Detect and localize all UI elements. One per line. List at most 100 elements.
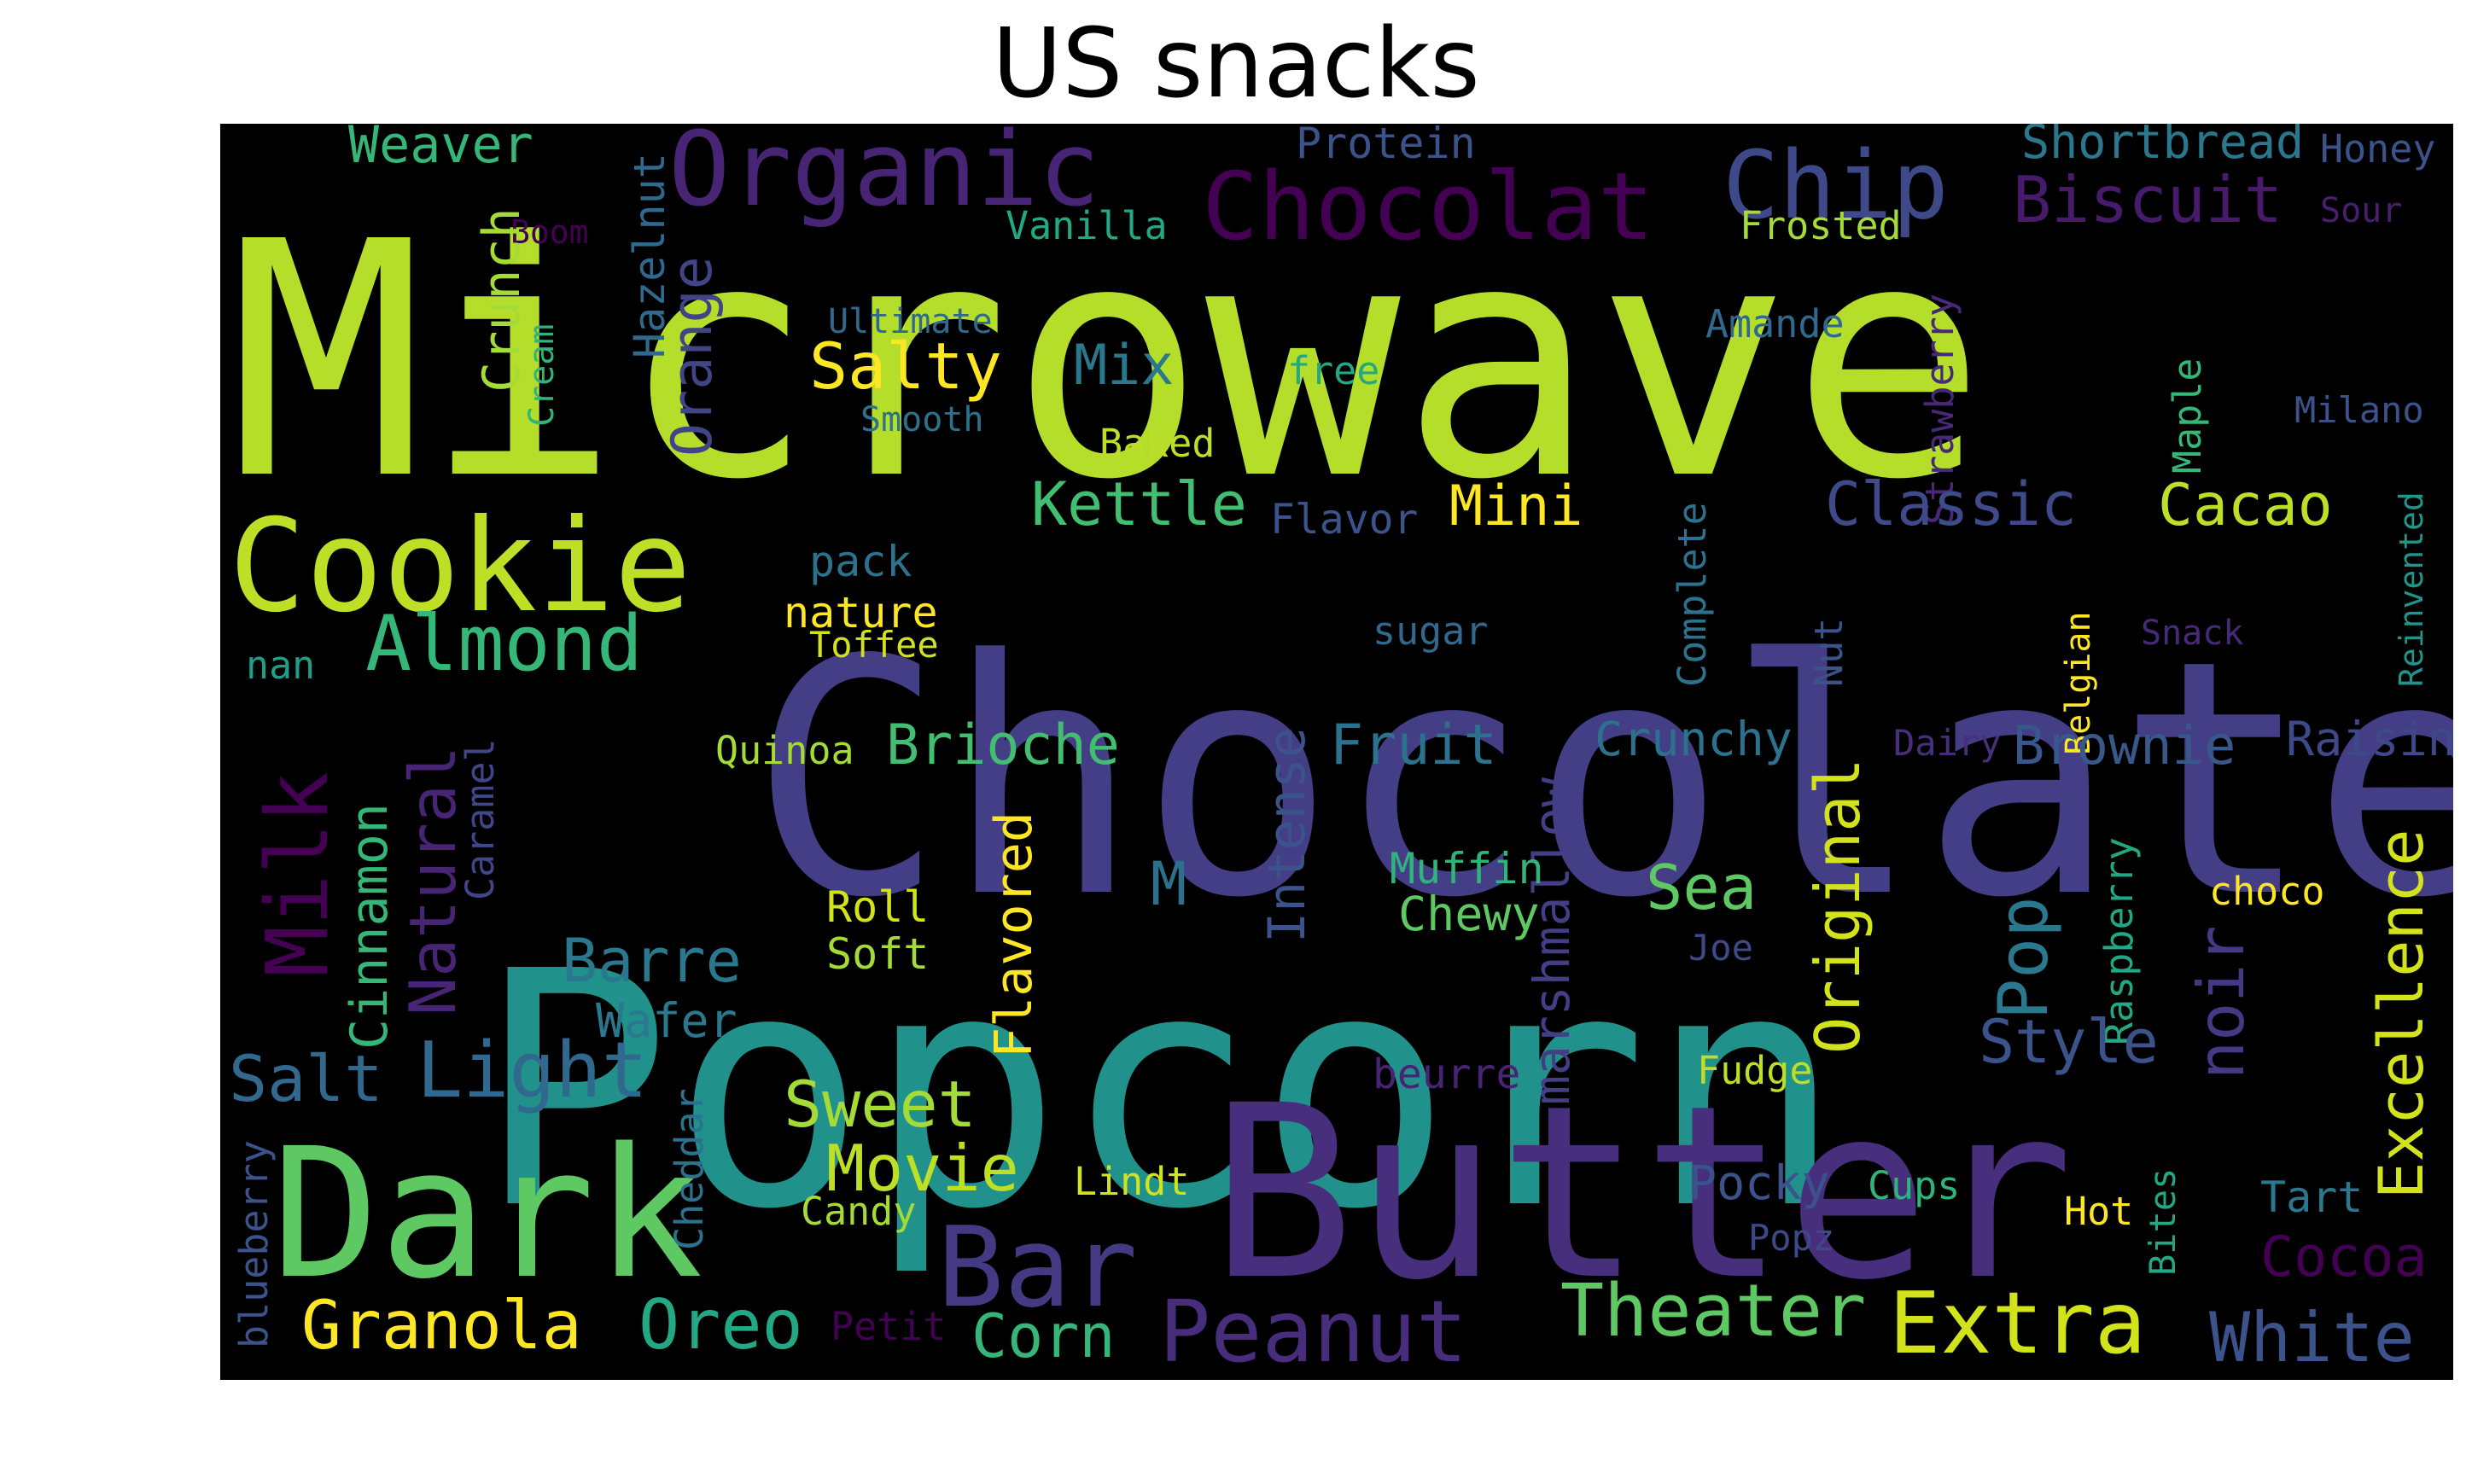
word-marshmallow: marshmallow (1523, 777, 1581, 1105)
word-vanilla: Vanilla (1006, 203, 1168, 248)
word-ultimate: Ultimate (828, 302, 993, 341)
word-crunchy: Crunchy (1595, 712, 1793, 766)
word-tart: Tart (2260, 1173, 2363, 1222)
word-candy: Candy (801, 1189, 916, 1234)
word-reinvented: Reinvented (2393, 492, 2430, 687)
word-hazelnut: Hazelnut (625, 153, 674, 358)
word-shortbread: Shortbread (2021, 124, 2304, 169)
word-sea: Sea (1646, 852, 1757, 923)
word-cookie: Cookie (229, 492, 691, 641)
figure-title: US snacks (992, 9, 1480, 119)
word-popz: Popz (1748, 1217, 1834, 1259)
word-movie: Movie (826, 1131, 1019, 1206)
word-free: free (1287, 348, 1379, 393)
word-beurre: beurre (1373, 1050, 1520, 1098)
word-excellence: Excellence (2365, 829, 2437, 1199)
word-petit: Petit (831, 1304, 946, 1349)
word-butter: Butter (1210, 1055, 2073, 1333)
word-snack: Snack (2141, 614, 2243, 653)
word-raspberry: Raspberry (2096, 837, 2142, 1045)
word-salt: Salt (229, 1041, 383, 1116)
word-choco: choco (2209, 869, 2324, 914)
word-strawberry: Strawberry (1917, 294, 1962, 525)
word-barre: Barre (562, 926, 742, 996)
word-fruit: Fruit (1330, 713, 1497, 777)
word-style: Style (1979, 1007, 2159, 1077)
word-brioche: Brioche (886, 713, 1120, 777)
word-weaver: Weaver (348, 124, 533, 175)
word-cinnamon: Cinnamon (340, 803, 399, 1050)
word-hot: Hot (2064, 1189, 2133, 1234)
word-salty: Salty (809, 329, 1002, 404)
word-complete: Complete (1670, 502, 1715, 687)
word-pocky: Pocky (1688, 1155, 1830, 1210)
word-kettle: Kettle (1031, 469, 1247, 539)
word-bar: Bar (937, 1202, 1138, 1332)
word-m: M (1151, 849, 1186, 919)
word-almond: Almond (365, 599, 643, 689)
word-chocolate: Chocolate (749, 591, 2453, 969)
word-milano: Milano (2294, 389, 2424, 431)
word-cream: Cream (522, 324, 562, 427)
word-orange: Orange (661, 256, 725, 457)
word-raisin: Raisin (2286, 712, 2453, 766)
word-frosted: Frosted (1740, 203, 1902, 248)
word-joe: Joe (1688, 927, 1753, 969)
word-theater: Theater (1560, 1269, 1866, 1353)
word-roll: Roll (826, 882, 929, 932)
word-belgian: Belgian (2059, 611, 2098, 755)
word-fudge: Fudge (1697, 1048, 1812, 1093)
word-lindt: Lindt (1074, 1159, 1189, 1204)
word-cups: Cups (1868, 1163, 1960, 1208)
word-popcorn: Popcorn (476, 902, 1843, 1280)
word-nature: nature (784, 588, 938, 637)
word-protein: Protein (1296, 124, 1476, 168)
word-microwave: Microwave (229, 172, 1986, 550)
word-smooth: Smooth (860, 400, 984, 439)
word-chewy: Chewy (1398, 887, 1540, 941)
word-white: White (2209, 1298, 2415, 1377)
word-intense: Intense (1257, 727, 1317, 943)
word-brownie: Brownie (2013, 714, 2236, 777)
word-noir: noir (2183, 925, 2259, 1080)
word-pop: Pop (1984, 897, 2063, 1021)
word-classic: Classic (1825, 469, 2077, 539)
word-maple: Maple (2165, 358, 2210, 474)
word-organic: Organic (668, 124, 1100, 230)
word-granola: Granola (301, 1288, 582, 1365)
word-cheddar: Cheddar (667, 1088, 712, 1250)
word-sugar: sugar (1373, 608, 1488, 654)
word-nan: nan (246, 643, 315, 688)
word-muffin: Muffin (1390, 844, 1544, 893)
word-nut: Nut (1806, 618, 1851, 687)
word-soft: Soft (826, 929, 929, 979)
word-wafer: Wafer (596, 993, 738, 1048)
word-original: Original (1802, 758, 1874, 1054)
word-chocolat: Chocolat (1202, 152, 1654, 261)
word-cacao: Cacao (2158, 472, 2333, 539)
word-cloud: Microwave Chocolate Popcorn Butter Dark Cooki… (220, 124, 2453, 1380)
word-baked: Baked (1099, 421, 1215, 466)
word-blueberry: blueberry (231, 1140, 277, 1348)
word-extra: Extra (1889, 1273, 2146, 1373)
word-light: Light (417, 1026, 648, 1115)
word-toffee: Toffee (809, 624, 939, 666)
word-cocoa: Cocoa (2260, 1225, 2428, 1289)
word-milk: Milk (248, 771, 347, 977)
word-boom: Boom (510, 213, 589, 251)
word-flavored: Flavored (984, 812, 1044, 1058)
word-pack: pack (809, 537, 912, 586)
word-dark: Dark (271, 1109, 703, 1318)
word-quinoa: Quinoa (715, 728, 854, 773)
word-honey: Honey (2320, 126, 2435, 172)
word-amande: Amande (1705, 301, 1845, 346)
word-sweet: Sweet (784, 1067, 977, 1142)
word-dairy: Dairy (1893, 722, 2001, 764)
word-mix: Mix (1074, 334, 1174, 398)
word-bites: Bites (2142, 1168, 2183, 1276)
word-natural: Natural (395, 746, 470, 1016)
word-biscuit: Biscuit (2013, 162, 2283, 237)
word-crunch: Crunch (472, 207, 532, 393)
word-sour: Sour (2320, 191, 2402, 230)
